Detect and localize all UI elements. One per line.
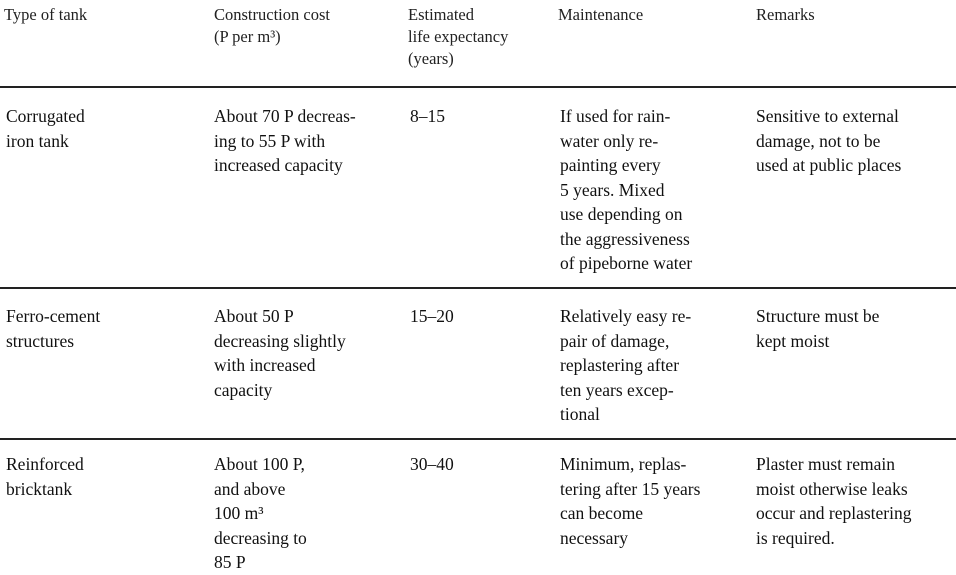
row2-life: 15–20 <box>410 306 454 326</box>
row1-remarks: Sensitive to external damage, not to be … <box>756 106 902 175</box>
row2-remarks: Structure must be kept moist <box>756 306 880 351</box>
row2-maintenance: Relatively easy re- pair of damage, repl… <box>560 306 692 424</box>
row1-type: Corrugated iron tank <box>6 106 85 151</box>
row3-life: 30–40 <box>410 454 454 474</box>
row2-rule <box>0 438 956 440</box>
row1-rule <box>0 287 956 289</box>
header-maintenance: Maintenance <box>558 5 644 24</box>
row1-maintenance: If used for rain- water only re- paintin… <box>560 106 693 273</box>
row3-remarks: Plaster must remain moist otherwise leak… <box>756 454 912 548</box>
header-construction-cost: Construction cost (P per m³) <box>214 5 330 46</box>
header-type-of-tank: Type of tank <box>4 5 88 24</box>
row1-life: 8–15 <box>410 106 445 126</box>
header-rule <box>0 86 956 88</box>
header-remarks: Remarks <box>756 5 815 24</box>
row3-maintenance: Minimum, replas- tering after 15 years c… <box>560 454 701 548</box>
row3-type: Reinforced bricktank <box>6 454 84 499</box>
row2-cost: About 50 P decreasing slightly with incr… <box>214 306 346 400</box>
row2-type: Ferro-cement structures <box>6 306 101 351</box>
row3-cost: About 100 P, and above 100 m³ decreasing… <box>214 454 307 572</box>
header-life-expectancy: Estimated life expectancy (years) <box>408 5 509 68</box>
row1-cost: About 70 P decreas- ing to 55 P with inc… <box>214 106 356 175</box>
